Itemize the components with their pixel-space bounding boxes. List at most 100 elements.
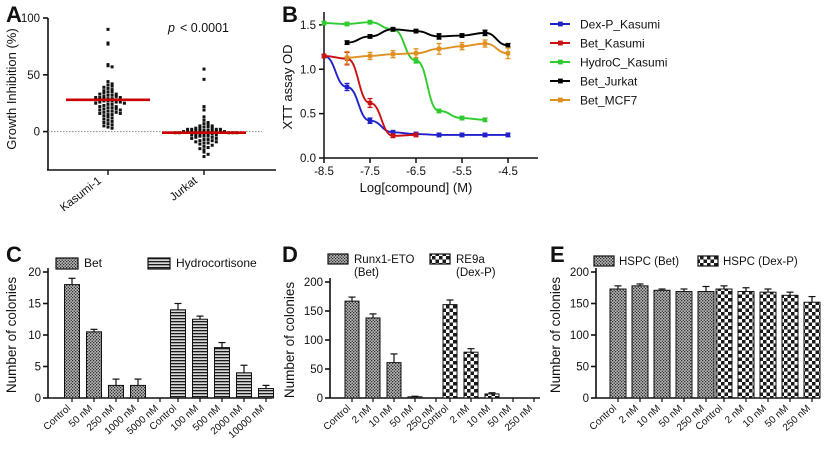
data-point [106,115,110,119]
panel-a-ylabel: Growth Inhibition (%) [4,28,19,149]
data-point [206,152,210,156]
data-marker [413,132,419,138]
y-tick-label: 1.0 [300,64,316,76]
x-tick-label: Control [588,403,619,433]
data-point [114,92,118,96]
data-point [206,128,210,132]
series-HydroC_Kasumi [321,19,488,123]
x-tick-label: 10 nM [635,403,663,430]
legend-label: HydroC_Kasumi [580,56,667,70]
svgE-ylabel: Number of colonies [548,277,563,394]
data-point [98,105,102,109]
data-point [106,83,110,87]
bar [463,351,479,399]
data-point [210,124,214,128]
legend-swatch [55,257,79,270]
panel-c: C 20 15 10 5 0 Number of colonies Control 50 nM… [0,228,278,461]
bar [442,304,458,399]
legend-label: HSPC (Bet) [619,256,679,268]
data-point [214,133,218,137]
legend-marker [558,97,563,103]
legend-label-line1: RE9a [456,254,485,266]
data-point [94,101,98,105]
data-point [194,135,198,139]
data-point [110,109,114,113]
data-marker [321,53,327,59]
data-point [198,139,202,143]
bar [170,309,186,399]
data-point [106,122,110,126]
data-marker [390,130,396,135]
y-tick-label: 1.5 [300,20,316,32]
legend-item-Bet_Kasumi [550,40,570,46]
x-tick-label: 10 nM [741,403,769,430]
legend-item-Bet_MCF7 [550,97,570,103]
data-point [106,118,110,122]
panel-a-group-jurkat [173,67,239,159]
data-point [98,96,102,100]
panel-e-label: E [550,242,565,267]
data-point [102,117,106,121]
legend-marker [558,78,563,84]
panel-b-ylabel: XTT assay OD [280,44,295,129]
data-marker [482,117,488,123]
data-point [106,27,110,31]
y-tick-label: 50 [576,362,589,374]
legend-label-line2: (Bet) [354,267,379,279]
data-point [202,155,206,159]
data-point [190,133,194,137]
series-Bet_Jurkat [344,26,511,48]
bar [697,291,715,399]
data-point [106,90,110,94]
legend-label: Dex-P_Kasumi [580,18,660,32]
data-point [110,123,114,127]
y-tick-label: 100 [570,330,589,342]
legend-item-Bet_Jurkat [550,78,570,84]
bar [803,301,821,399]
data-marker [413,51,419,56]
y-tick-label: 10 [28,330,41,342]
data-marker [436,108,442,114]
bar [130,384,146,399]
legend-swatch [593,255,615,267]
legend-swatch [327,253,349,265]
bar [386,362,402,399]
data-point [202,67,206,71]
y-tick-label: 200 [570,267,589,279]
data-point [194,133,198,137]
x-tick-label: -7.5 [360,166,380,178]
data-point [202,122,206,126]
panel-a-plot: 100 50 0 Growth Inhibition (%) Kasumi-1 Jurka… [4,13,276,214]
panel-b-plot: 1.5 1.0 0.5 0.0 XTT assay OD -8.5 -7.5 -6.5 -5.5… [280,12,667,195]
data-point [206,134,210,138]
data-marker [367,20,373,25]
bar [236,372,252,399]
data-point [110,102,114,106]
data-point [198,124,202,128]
data-point [202,148,206,152]
panel-b-label: B [282,2,298,27]
bar [653,289,671,399]
panel-c-label: C [6,242,22,267]
bar [365,317,381,399]
bar [781,294,799,399]
data-point [106,106,110,110]
panel-b-xlabel: Log[compound] (M) [360,180,473,195]
legend-item-Dex-P_Kasumi [550,21,570,27]
data-point [194,126,198,130]
data-point [102,85,106,89]
data-point [98,92,102,96]
data-point [114,94,118,98]
data-point [206,138,210,142]
series-line [346,42,509,59]
data-point [198,126,202,130]
data-point [102,114,106,118]
data-point [210,143,214,147]
data-point [98,100,102,104]
data-point [206,121,210,125]
data-point [202,128,206,132]
y-tick-label: 0.5 [300,109,316,121]
data-marker [436,132,442,138]
legend-marker [558,21,563,27]
data-point [106,64,110,68]
